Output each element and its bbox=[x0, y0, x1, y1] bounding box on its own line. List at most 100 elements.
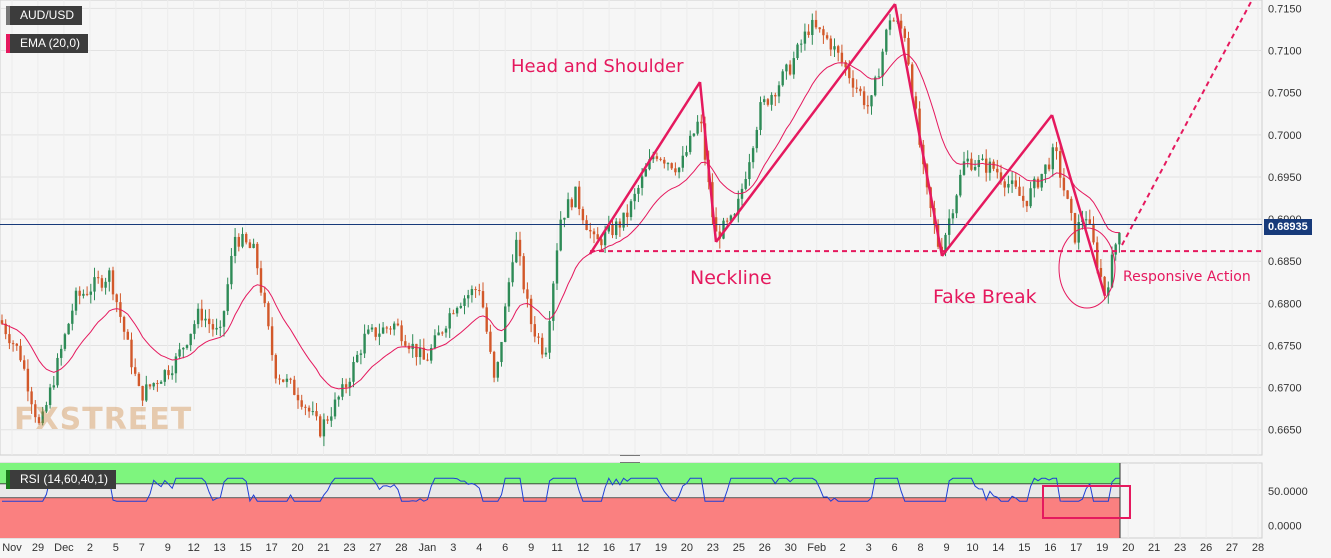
candle-body bbox=[1003, 181, 1006, 188]
candle-body bbox=[951, 213, 955, 219]
candle-body bbox=[78, 290, 81, 296]
time-tick-label: 6 bbox=[502, 542, 508, 554]
candle-body bbox=[996, 168, 999, 173]
candle-body bbox=[248, 242, 252, 249]
candle-body bbox=[626, 212, 629, 218]
candle-body bbox=[130, 339, 133, 368]
candle-body bbox=[566, 199, 570, 218]
ema-indicator-tag[interactable]: EMA (20,0) bbox=[6, 34, 89, 53]
candle-body bbox=[152, 383, 155, 387]
time-tick-label: 3 bbox=[450, 542, 456, 554]
time-tick-label: 28 bbox=[395, 542, 407, 554]
candle-body bbox=[962, 161, 966, 175]
candle-body bbox=[267, 303, 270, 327]
candle-body bbox=[844, 62, 847, 68]
candle-body bbox=[751, 148, 755, 163]
time-tick-label: 16 bbox=[603, 542, 615, 554]
candle-body bbox=[899, 20, 903, 29]
candle-body bbox=[4, 323, 7, 335]
candle-body bbox=[600, 239, 603, 246]
candle-body bbox=[189, 333, 192, 346]
candle-body bbox=[348, 381, 351, 388]
candle-body bbox=[918, 108, 921, 145]
time-tick-label: 7 bbox=[139, 542, 145, 554]
candle-body bbox=[959, 174, 962, 196]
candle-body bbox=[356, 354, 359, 363]
time-tick-label: 23 bbox=[707, 542, 719, 554]
candle-body bbox=[63, 334, 67, 349]
candle-body bbox=[71, 310, 74, 324]
candle-body bbox=[555, 250, 559, 284]
candle-body bbox=[167, 370, 170, 376]
candle-body bbox=[507, 282, 511, 307]
candle-body bbox=[774, 94, 777, 97]
pattern-trendline bbox=[698, 81, 718, 243]
candle-body bbox=[785, 64, 788, 72]
candle-body bbox=[825, 35, 829, 39]
candle-body bbox=[204, 318, 207, 321]
rsi-indicator-tag[interactable]: RSI (14,60,40,1) bbox=[6, 470, 117, 489]
candle-body bbox=[134, 367, 137, 374]
candle-body bbox=[226, 284, 229, 312]
candle-body bbox=[489, 331, 492, 352]
candle-body bbox=[633, 193, 636, 202]
candle-body bbox=[319, 416, 322, 437]
candle-body bbox=[522, 256, 525, 290]
candle-body bbox=[196, 308, 200, 325]
candle-body bbox=[629, 201, 633, 218]
time-tick-label: 23 bbox=[343, 542, 355, 554]
candle-body bbox=[263, 292, 266, 304]
time-tick-label: 2 bbox=[87, 542, 93, 554]
candle-body bbox=[448, 313, 451, 329]
candle-body bbox=[592, 231, 596, 235]
symbol-tag[interactable]: AUD/USD bbox=[6, 6, 83, 25]
pattern-trendline bbox=[588, 81, 702, 255]
candle-body bbox=[622, 212, 625, 228]
candle-body bbox=[885, 29, 888, 52]
candle-body bbox=[452, 313, 455, 315]
candle-body bbox=[171, 373, 174, 376]
candle-body bbox=[363, 333, 366, 354]
candle-body bbox=[322, 419, 326, 437]
candle-body bbox=[807, 31, 810, 36]
candle-body bbox=[851, 78, 855, 88]
candle-body bbox=[385, 327, 388, 329]
candle-body bbox=[252, 243, 255, 249]
candle-body bbox=[1070, 198, 1073, 213]
price-tick-label: 0.6750 bbox=[1268, 340, 1302, 352]
time-tick-label: 17 bbox=[629, 542, 641, 554]
price-tick-label: 0.7000 bbox=[1268, 130, 1302, 142]
drag-handle-icon[interactable] bbox=[620, 455, 640, 463]
candle-body bbox=[1062, 177, 1066, 191]
candle-body bbox=[696, 121, 699, 134]
candle-body bbox=[874, 77, 877, 96]
candle-body bbox=[981, 158, 984, 160]
candle-body bbox=[19, 345, 22, 361]
candle-body bbox=[370, 327, 374, 330]
candle-body bbox=[881, 51, 884, 77]
candle-body bbox=[455, 307, 459, 314]
candle-body bbox=[581, 209, 585, 221]
candle-body bbox=[270, 326, 274, 356]
candle-body bbox=[300, 400, 303, 407]
candle-body bbox=[259, 268, 263, 293]
candle-body bbox=[148, 384, 152, 387]
candle-body bbox=[97, 277, 100, 279]
candle-body bbox=[888, 20, 892, 30]
candle-body bbox=[529, 298, 533, 325]
annotation-neckline: Neckline bbox=[690, 267, 772, 289]
candle-body bbox=[241, 233, 244, 247]
candle-body bbox=[1114, 244, 1117, 255]
price-tick-label: 0.7100 bbox=[1268, 46, 1302, 58]
price-panel bbox=[0, 0, 1263, 456]
pattern-trendline bbox=[941, 114, 1053, 257]
candle-body bbox=[374, 327, 377, 337]
candle-body bbox=[500, 341, 503, 363]
time-tick-label: 29 bbox=[32, 542, 44, 554]
candle-body bbox=[1110, 254, 1114, 288]
candle-body bbox=[1107, 287, 1110, 296]
pattern-trendline bbox=[1050, 114, 1107, 297]
candle-body bbox=[511, 262, 514, 283]
candle-body bbox=[330, 416, 333, 421]
